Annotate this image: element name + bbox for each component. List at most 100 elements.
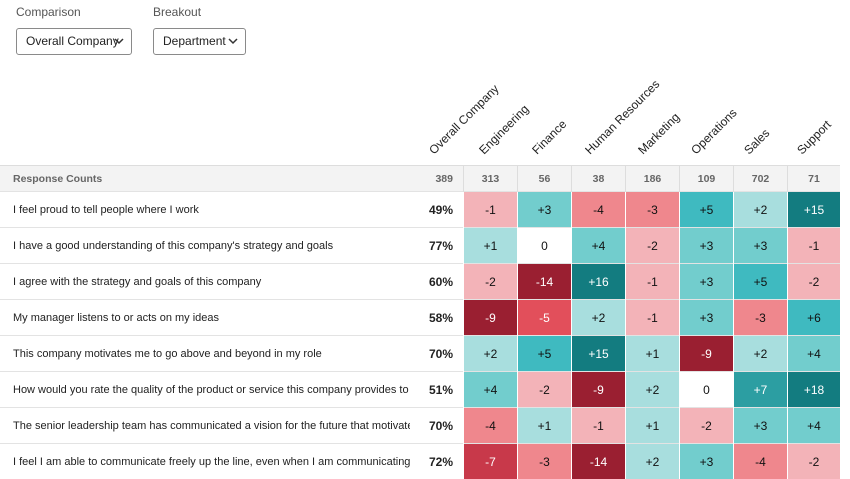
delta-cell: 0 [518,228,572,264]
delta-cell: -9 [464,300,518,336]
delta-cell: -3 [518,444,572,479]
question-row: My manager listens to or acts on my idea… [0,300,840,336]
delta-cell: +7 [734,372,788,408]
delta-cell: +6 [788,300,841,336]
delta-cell: -2 [680,408,734,444]
response-count: 313 [464,166,518,192]
delta-cell: -2 [464,264,518,300]
question-row: I feel I am able to communicate freely u… [0,444,840,479]
question: I feel proud to tell people where I work [0,192,410,228]
delta-cell: +3 [734,228,788,264]
question: The senior leadership team has communica… [0,408,410,444]
response-count: 56 [518,166,572,192]
delta-cell: -1 [464,192,518,228]
delta-cell: +1 [626,408,680,444]
delta-cell: +5 [680,192,734,228]
delta-cell: -1 [626,264,680,300]
filter-label: Comparison [16,5,81,19]
delta-cell: +4 [788,336,841,372]
overall-score: 58% [410,300,464,336]
question: My manager listens to or acts on my idea… [0,300,410,336]
question-row: The senior leadership team has communica… [0,408,840,444]
delta-cell: +2 [734,192,788,228]
question: This company motivates me to go above an… [0,336,410,372]
delta-cell: +2 [626,444,680,479]
delta-cell: +4 [788,408,841,444]
overall-score: 60% [410,264,464,300]
delta-cell: -1 [788,228,841,264]
question: How would you rate the quality of the pr… [0,372,410,408]
chevron [114,38,124,45]
question-row: How would you rate the quality of the pr… [0,372,840,408]
row-label: Response Counts [0,166,410,192]
delta-cell: -2 [788,444,841,479]
delta-cell: +15 [572,336,626,372]
delta-cell: -1 [572,408,626,444]
overall-score: 72% [410,444,464,479]
overall-score: 70% [410,408,464,444]
delta-cell: +3 [518,192,572,228]
question-row: This company motivates me to go above an… [0,336,840,372]
delta-cell: +3 [734,408,788,444]
overall-score: 51% [410,372,464,408]
delta-cell: +3 [680,264,734,300]
question: I agree with the strategy and goals of t… [0,264,410,300]
question: I have a good understanding of this comp… [0,228,410,264]
chevron [228,38,238,45]
delta-cell: -2 [788,264,841,300]
delta-cell: -7 [464,444,518,479]
column-header: Finance [529,117,569,157]
column-header: Sales [741,126,772,157]
delta-cell: +1 [626,336,680,372]
column-header: Engineering [476,102,531,157]
delta-cell: +1 [464,228,518,264]
delta-cell: +15 [788,192,841,228]
delta-cell: -1 [626,300,680,336]
response-count: 389 [410,166,464,192]
delta-cell: -3 [626,192,680,228]
delta-cell: +5 [518,336,572,372]
delta-cell: +5 [734,264,788,300]
question-row: I agree with the strategy and goals of t… [0,264,840,300]
response-count: 186 [626,166,680,192]
response-count: 109 [680,166,734,192]
delta-cell: -14 [572,444,626,479]
delta-cell: -9 [572,372,626,408]
response-count: 38 [572,166,626,192]
delta-cell: -14 [518,264,572,300]
dropdown-value: Department [163,34,226,48]
column-header: Operations [688,106,739,157]
delta-cell: +2 [572,300,626,336]
delta-cell: +4 [464,372,518,408]
delta-cell: +16 [572,264,626,300]
delta-cell: -2 [626,228,680,264]
overall-score: 77% [410,228,464,264]
delta-cell: +3 [680,300,734,336]
column-header: Support [794,117,834,157]
delta-cell: +4 [572,228,626,264]
delta-cell: -2 [518,372,572,408]
delta-cell: -9 [680,336,734,372]
delta-cell: -5 [518,300,572,336]
column-header: Marketing [635,110,682,157]
delta-cell: -4 [572,192,626,228]
delta-cell: +18 [788,372,841,408]
question-row: I feel proud to tell people where I work… [0,192,840,228]
comparison-dropdown[interactable]: Overall Company [16,28,132,55]
delta-cell: -4 [734,444,788,479]
delta-cell: +2 [626,372,680,408]
response-count: 71 [788,166,841,192]
overall-score: 70% [410,336,464,372]
delta-cell: -4 [464,408,518,444]
delta-cell: 0 [680,372,734,408]
overall-score: 49% [410,192,464,228]
breakout-dropdown[interactable]: Department [153,28,246,55]
dropdown-value: Overall Company [26,34,119,48]
response-count: 702 [734,166,788,192]
delta-cell: -3 [734,300,788,336]
delta-cell: +2 [734,336,788,372]
